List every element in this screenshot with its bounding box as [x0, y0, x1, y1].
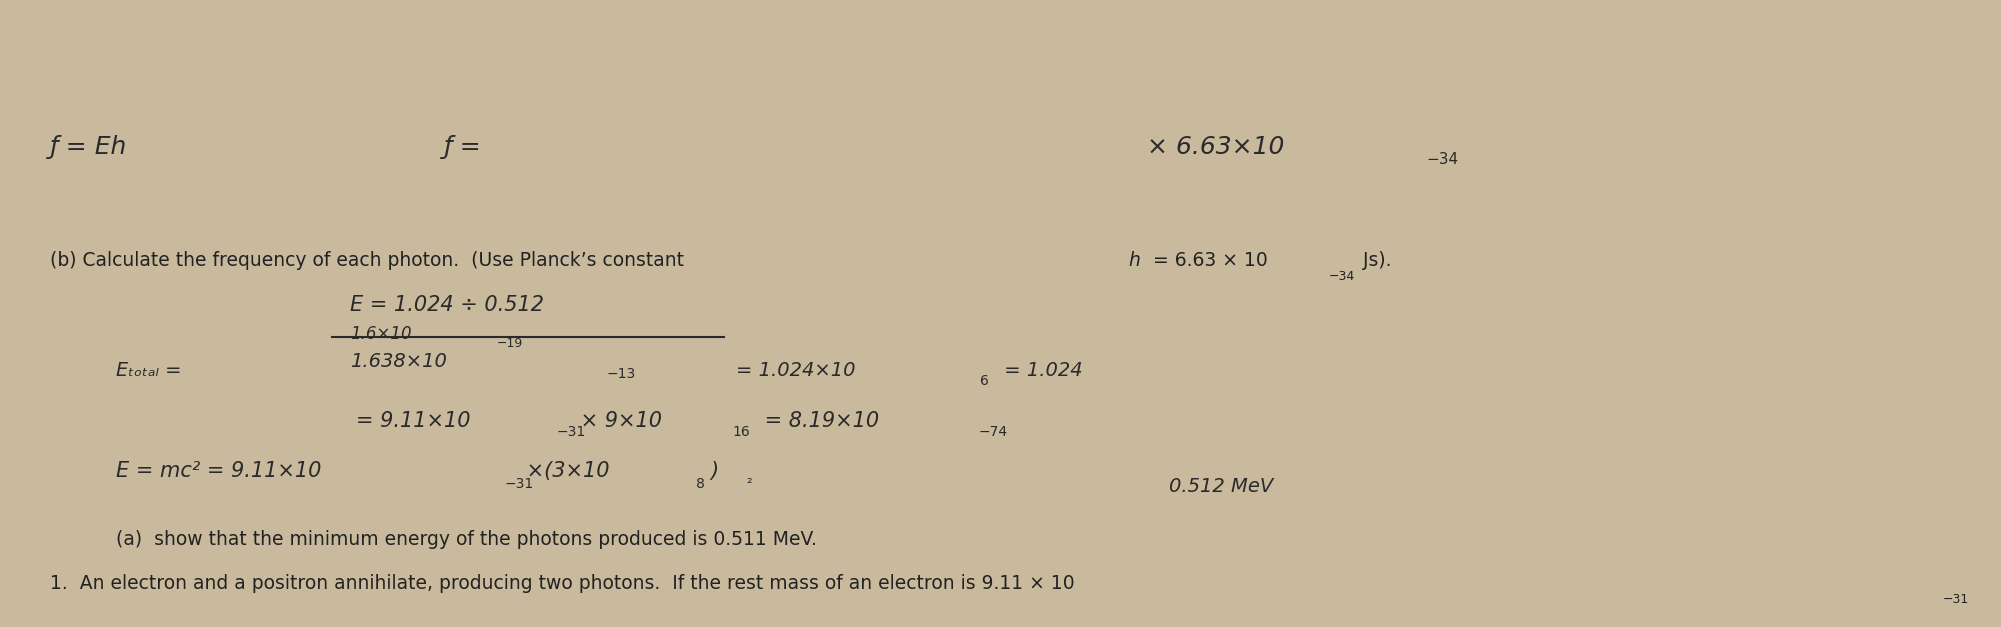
Text: = 6.63 × 10: = 6.63 × 10 [1147, 251, 1267, 270]
Text: 1.  An electron and a positron annihilate, producing two photons.  If the rest m: 1. An electron and a positron annihilate… [50, 574, 1075, 593]
Text: Js).: Js). [1357, 251, 1391, 270]
Text: ƒ =: ƒ = [444, 135, 482, 159]
Text: −34: −34 [1427, 152, 1459, 167]
Text: 1.638×10: 1.638×10 [350, 352, 446, 371]
Text: = 1.024: = 1.024 [998, 361, 1083, 379]
Text: = 1.024×10: = 1.024×10 [736, 361, 856, 379]
Text: −19: −19 [496, 337, 522, 350]
Text: 1.6×10: 1.6×10 [350, 325, 412, 343]
Text: = 8.19×10: = 8.19×10 [758, 411, 880, 431]
Text: ²: ² [746, 477, 752, 490]
Text: −31: −31 [556, 425, 586, 439]
Text: × 6.63×10: × 6.63×10 [1147, 135, 1285, 159]
Text: −31: −31 [504, 477, 534, 490]
Text: 6: 6 [980, 374, 988, 388]
Text: ×(3×10: ×(3×10 [520, 461, 610, 481]
Text: −74: −74 [978, 425, 1009, 439]
Text: E = 1.024 ÷ 0.512: E = 1.024 ÷ 0.512 [350, 295, 544, 315]
Text: 16: 16 [732, 425, 750, 439]
Text: (a)  show that the minimum energy of the photons produced is 0.511 MeV.: (a) show that the minimum energy of the … [116, 530, 816, 549]
Text: = 9.11×10: = 9.11×10 [356, 411, 470, 431]
Text: −31: −31 [1943, 593, 1969, 606]
Text: 8: 8 [696, 477, 704, 490]
Text: (b) Calculate the frequency of each photon.  (Use Planck’s constant: (b) Calculate the frequency of each phot… [50, 251, 694, 270]
Text: h: h [1129, 251, 1141, 270]
Text: −13: −13 [606, 367, 636, 381]
Text: ): ) [710, 461, 718, 481]
Text: −34: −34 [1329, 270, 1355, 283]
Text: 0.512 MeV: 0.512 MeV [1169, 477, 1273, 495]
Text: × 9×10: × 9×10 [574, 411, 662, 431]
Text: E = mc² = 9.11×10: E = mc² = 9.11×10 [116, 461, 322, 481]
Text: Eₜₒₜₐₗ =: Eₜₒₜₐₗ = [116, 361, 182, 379]
Text: ƒ = Eℎ: ƒ = Eℎ [50, 135, 128, 159]
